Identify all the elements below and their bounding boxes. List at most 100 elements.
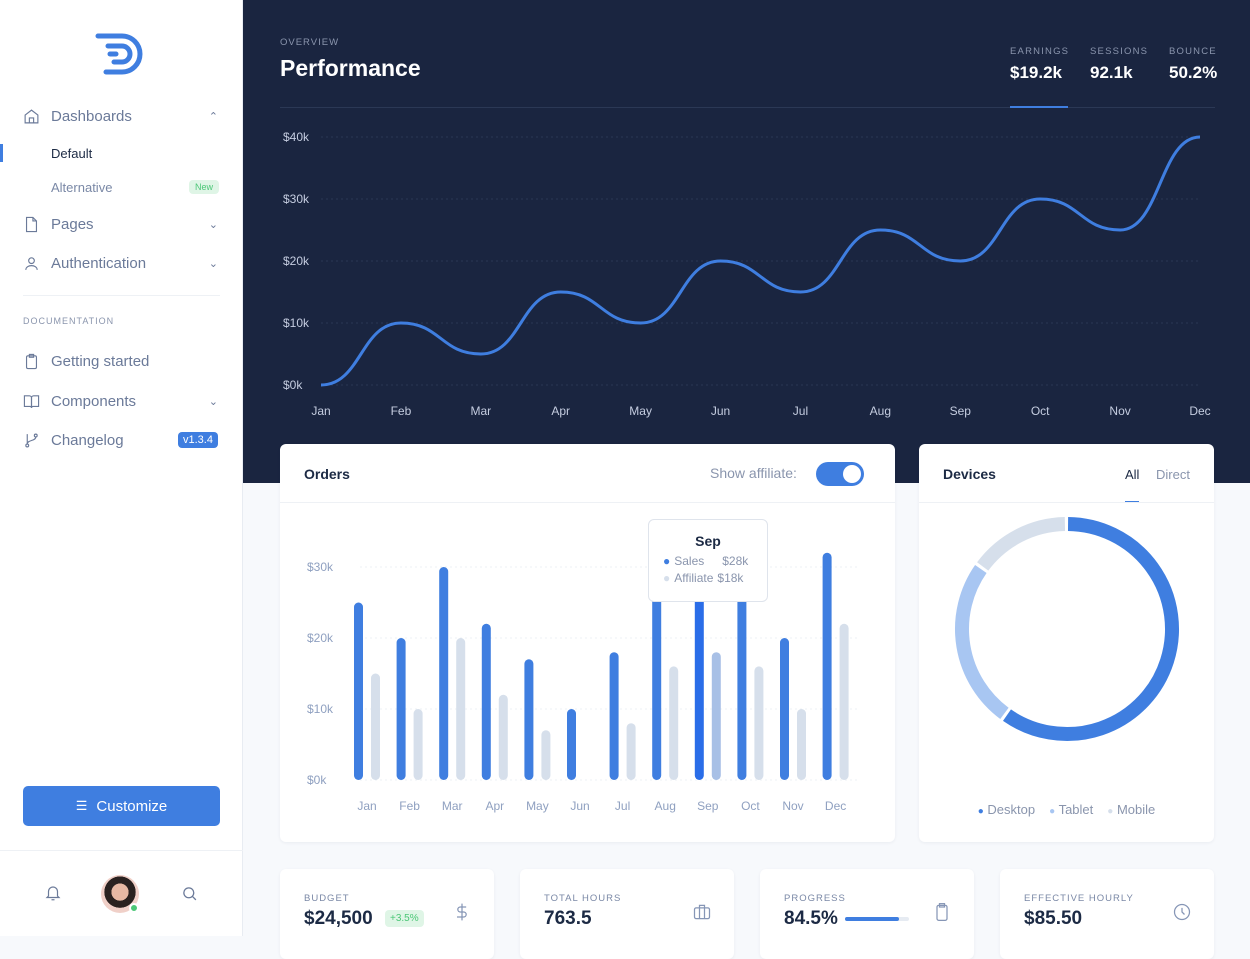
change-badge: +3.5% bbox=[385, 910, 424, 927]
divider bbox=[23, 295, 220, 296]
bar-affiliate bbox=[711, 652, 721, 780]
sidebar-item-components[interactable]: Components ⌄ bbox=[23, 389, 220, 413]
y-tick-label: $30k bbox=[283, 192, 310, 206]
file-icon bbox=[25, 216, 38, 232]
divider bbox=[280, 502, 895, 503]
stat-sessions[interactable]: SESSIONS 92.1k bbox=[1090, 46, 1148, 83]
x-tick-label: Apr bbox=[485, 799, 504, 813]
bar-sales bbox=[396, 638, 406, 780]
y-tick-label: $0k bbox=[283, 378, 303, 392]
bar-sales bbox=[694, 581, 704, 780]
tooltip-title: Sep bbox=[695, 533, 721, 549]
x-tick-label: Feb bbox=[399, 799, 420, 813]
x-tick-label: Jan bbox=[357, 799, 376, 813]
sidebar-subitem-default[interactable]: Default bbox=[51, 146, 93, 161]
x-tick-label: Jul bbox=[615, 799, 630, 813]
x-tick-label: Sep bbox=[697, 799, 719, 813]
bar-affiliate bbox=[371, 673, 380, 780]
sidebar-item-authentication[interactable]: Authentication ⌄ bbox=[23, 251, 220, 275]
chevron-down-icon: ⌄ bbox=[208, 218, 218, 231]
tooltip-series: Sales bbox=[674, 554, 705, 568]
bar-sales bbox=[567, 709, 576, 780]
y-tick-label: $20k bbox=[283, 254, 310, 268]
stat-value: 50.2% bbox=[1169, 63, 1218, 82]
sidebar-item-label: Pages bbox=[51, 215, 94, 233]
bar-affiliate bbox=[839, 623, 849, 780]
sidebar-item-dashboards[interactable]: Dashboards ⌃ bbox=[23, 104, 220, 128]
version-badge: v1.3.4 bbox=[178, 432, 218, 448]
x-tick-label: Aug bbox=[870, 404, 891, 418]
stat-earnings[interactable]: EARNINGS $19.2k bbox=[1010, 46, 1069, 83]
chevron-up-icon: ⌃ bbox=[208, 110, 218, 123]
sliders-icon: ☰ bbox=[75, 798, 88, 813]
bar-affiliate bbox=[413, 709, 423, 780]
x-tick-label: Oct bbox=[1031, 404, 1050, 418]
y-tick-label: $40k bbox=[283, 130, 310, 144]
tab-all[interactable]: All bbox=[1125, 467, 1140, 482]
legend-label: Mobile bbox=[1116, 802, 1156, 817]
y-tick-label: $0k bbox=[307, 773, 327, 787]
bar-sales bbox=[524, 659, 534, 780]
donut-legend: ● Desktop ● Tablet ● Mobile bbox=[919, 802, 1214, 817]
x-tick-label: Nov bbox=[782, 799, 803, 813]
x-tick-label: May bbox=[629, 404, 652, 418]
active-stat-indicator bbox=[1010, 106, 1068, 108]
x-tick-label: Dec bbox=[825, 799, 846, 813]
sidebar-item-changelog[interactable]: Changelog bbox=[23, 428, 220, 452]
bar-affiliate bbox=[669, 666, 679, 780]
customize-button[interactable]: ☰ Customize bbox=[23, 786, 220, 826]
clipboard-icon bbox=[25, 353, 38, 369]
legend-item[interactable]: ● Desktop bbox=[978, 802, 1035, 817]
brand-logo[interactable] bbox=[94, 30, 150, 78]
kpi-progress: PROGRESS 84.5% bbox=[760, 869, 974, 959]
sidebar-item-label: Dashboards bbox=[51, 107, 132, 125]
sidebar-item-label: Getting started bbox=[51, 352, 150, 370]
chart-tooltip: Sep ● Sales $28k ● Affiliate $18k bbox=[648, 519, 768, 602]
orders-bar-chart: $0k $10k $20k $30k Jan Feb Mar Apr May Jun Jul Aug S… bbox=[307, 552, 860, 813]
divider bbox=[919, 502, 1214, 503]
search-icon[interactable] bbox=[181, 885, 198, 902]
bar-affiliate bbox=[456, 638, 466, 780]
online-status-dot bbox=[129, 903, 139, 913]
bar-sales bbox=[481, 623, 491, 780]
card-title: Orders bbox=[304, 466, 350, 482]
tab-direct[interactable]: Direct bbox=[1156, 467, 1190, 482]
bar-sales bbox=[439, 567, 449, 780]
show-affiliate-toggle[interactable] bbox=[816, 462, 864, 486]
x-tick-label: Nov bbox=[1109, 404, 1130, 418]
kpi-value: 84.5% bbox=[784, 908, 838, 929]
sidebar-subitem-alternative[interactable]: Alternative bbox=[51, 180, 113, 195]
x-tick-label: Jun bbox=[570, 799, 589, 813]
sidebar-item-getting-started[interactable]: Getting started bbox=[23, 349, 220, 373]
sidebar-item-pages[interactable]: Pages ⌄ bbox=[23, 212, 220, 236]
kpi-value: $85.50 bbox=[1024, 908, 1083, 929]
git-branch-icon bbox=[25, 433, 38, 447]
sidebar-item-label: Authentication bbox=[51, 254, 147, 272]
kpi-label: TOTAL HOURS bbox=[544, 893, 622, 904]
x-tick-label: Jun bbox=[711, 404, 730, 418]
x-tick-label: May bbox=[526, 799, 549, 813]
kpi-label: PROGRESS bbox=[784, 893, 846, 904]
stat-bounce[interactable]: BOUNCE 50.2% bbox=[1169, 46, 1217, 83]
bell-icon[interactable] bbox=[44, 884, 62, 902]
legend-label: Tablet bbox=[1058, 802, 1094, 817]
performance-line-chart: $0k $10k $20k $30k $40k Jan Feb Mar Apr May Jun Jul… bbox=[283, 130, 1211, 418]
bar-affiliate bbox=[626, 723, 636, 780]
bar-affiliate bbox=[754, 666, 764, 780]
progress-bar bbox=[845, 917, 909, 921]
divider bbox=[280, 107, 1215, 108]
legend-item[interactable]: ● Mobile bbox=[1107, 802, 1155, 817]
sidebar: Dashboards ⌃ Default Alternative New Pag… bbox=[0, 0, 243, 936]
legend-dot: ● bbox=[1049, 806, 1056, 817]
bar-affiliate bbox=[541, 730, 551, 780]
bar-sales bbox=[737, 574, 747, 780]
legend-label: Desktop bbox=[987, 802, 1036, 817]
legend-item[interactable]: ● Tablet bbox=[1049, 802, 1093, 817]
orders-card: Orders Show affiliate: bbox=[280, 444, 895, 842]
dollar-icon bbox=[457, 903, 467, 921]
tooltip-value: $18k bbox=[717, 571, 744, 585]
x-tick-label: Mar bbox=[442, 799, 463, 813]
tooltip-value: $28k bbox=[722, 554, 749, 568]
stat-label: BOUNCE bbox=[1169, 46, 1217, 57]
x-tick-label: Aug bbox=[655, 799, 676, 813]
